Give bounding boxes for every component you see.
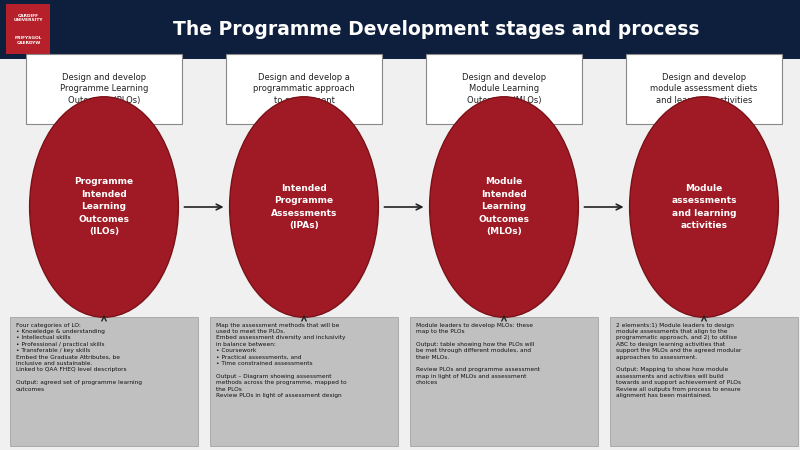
FancyBboxPatch shape (626, 54, 782, 124)
Text: Module leaders to develop MLOs: these
map to the PLOs

Output: table showing how: Module leaders to develop MLOs: these ma… (416, 323, 539, 385)
Text: Module
Intended
Learning
Outcomes
(MLOs): Module Intended Learning Outcomes (MLOs) (478, 177, 530, 237)
FancyBboxPatch shape (210, 317, 398, 446)
FancyBboxPatch shape (0, 0, 800, 58)
Text: 2 elements:1) Module leaders to design
module assessments that align to the
prog: 2 elements:1) Module leaders to design m… (616, 323, 741, 398)
FancyBboxPatch shape (410, 317, 598, 446)
FancyBboxPatch shape (6, 4, 50, 54)
Ellipse shape (30, 97, 178, 317)
Text: Design and develop
Module Learning
Outcomes (MLOs): Design and develop Module Learning Outco… (462, 72, 546, 105)
Text: Design and develop
module assessment diets
and learning  activities: Design and develop module assessment die… (650, 72, 758, 105)
Text: Module
assessments
and learning
activities: Module assessments and learning activiti… (671, 184, 737, 230)
Ellipse shape (630, 97, 778, 317)
Text: Intended
Programme
Assessments
(IPAs): Intended Programme Assessments (IPAs) (271, 184, 337, 230)
Ellipse shape (430, 97, 578, 317)
FancyBboxPatch shape (610, 317, 798, 446)
FancyBboxPatch shape (426, 54, 582, 124)
Text: Design and develop a
programmatic approach
to assessment: Design and develop a programmatic approa… (253, 72, 355, 105)
FancyBboxPatch shape (0, 58, 800, 450)
Text: Map the assessment methods that will be
used to meet the PLOs.
Embed assessment : Map the assessment methods that will be … (216, 323, 346, 398)
Text: CARDIFF
UNIVERSITY: CARDIFF UNIVERSITY (14, 14, 43, 22)
Text: The Programme Development stages and process: The Programme Development stages and pro… (173, 20, 699, 39)
Text: PRIFYSGOL
CAERDYW: PRIFYSGOL CAERDYW (14, 36, 42, 45)
Text: Programme
Intended
Learning
Outcomes
(ILOs): Programme Intended Learning Outcomes (IL… (74, 177, 134, 237)
Text: Four categories of LO:
• Knowledge & understanding
• Intellectual skills
• Profe: Four categories of LO: • Knowledge & und… (16, 323, 142, 392)
FancyBboxPatch shape (226, 54, 382, 124)
Text: Design and develop
Programme Learning
Outcomes (PLOs): Design and develop Programme Learning Ou… (60, 72, 148, 105)
FancyBboxPatch shape (26, 54, 182, 124)
Ellipse shape (230, 97, 378, 317)
FancyBboxPatch shape (10, 317, 198, 446)
